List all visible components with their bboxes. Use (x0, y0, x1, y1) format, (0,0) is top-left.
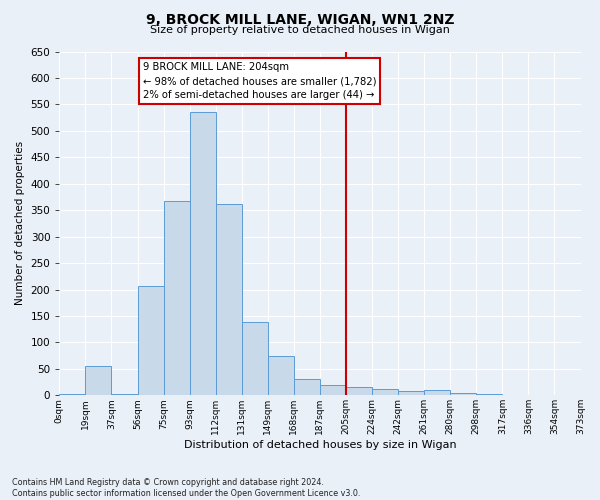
Text: 9 BROCK MILL LANE: 204sqm
← 98% of detached houses are smaller (1,782)
2% of sem: 9 BROCK MILL LANE: 204sqm ← 98% of detac… (143, 62, 376, 100)
Bar (59, 394, 85, 396)
Bar (164, 200, 190, 396)
Bar (85, 366, 112, 396)
Bar (268, 356, 294, 396)
Bar (372, 389, 398, 396)
Bar (190, 112, 215, 396)
Y-axis label: Number of detached properties: Number of detached properties (15, 142, 25, 306)
Text: 9, BROCK MILL LANE, WIGAN, WN1 2NZ: 9, BROCK MILL LANE, WIGAN, WN1 2NZ (146, 12, 454, 26)
Bar (476, 394, 502, 396)
Bar (215, 204, 242, 396)
Text: Size of property relative to detached houses in Wigan: Size of property relative to detached ho… (150, 25, 450, 35)
Bar (242, 322, 268, 396)
Bar (346, 388, 372, 396)
Bar (398, 391, 424, 396)
Bar (294, 380, 320, 396)
Bar (112, 394, 137, 396)
Text: Contains HM Land Registry data © Crown copyright and database right 2024.
Contai: Contains HM Land Registry data © Crown c… (12, 478, 361, 498)
Bar (137, 286, 164, 396)
Bar (502, 395, 529, 396)
X-axis label: Distribution of detached houses by size in Wigan: Distribution of detached houses by size … (184, 440, 456, 450)
Bar (424, 390, 450, 396)
Bar (320, 384, 346, 396)
Bar (450, 392, 476, 396)
